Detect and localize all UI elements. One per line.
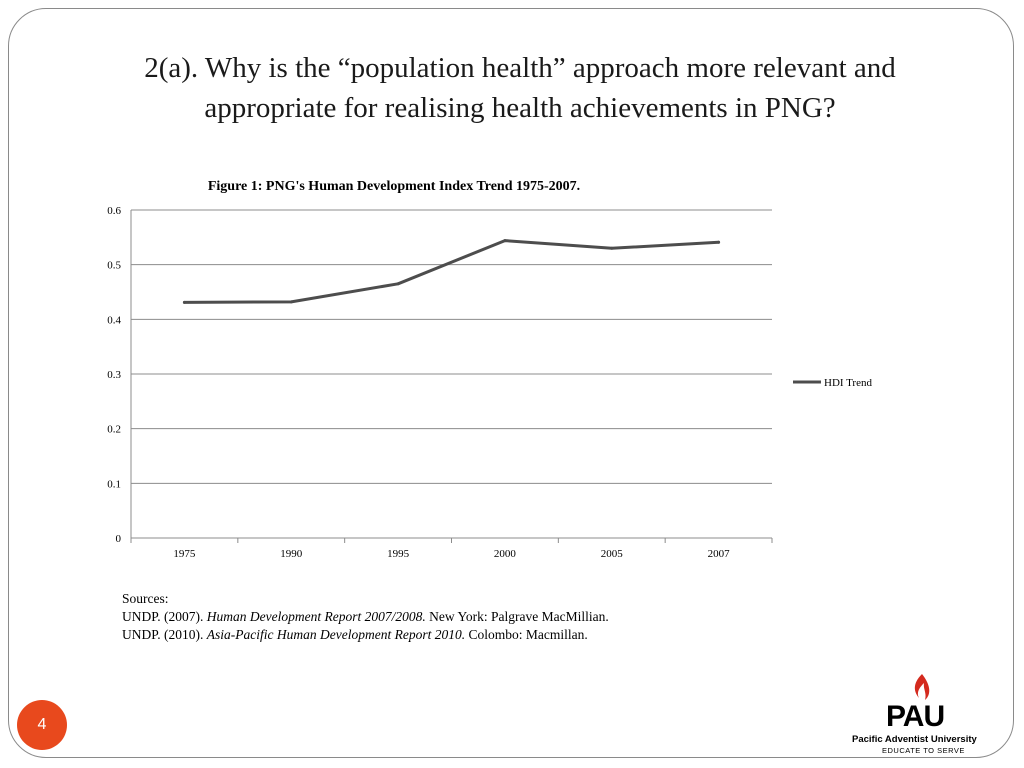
data-point: [182, 300, 186, 304]
sources-heading: Sources:: [122, 591, 169, 606]
source-title: Asia-Pacific Human Development Report 20…: [206, 627, 466, 642]
x-tick-label: 1990: [280, 548, 303, 560]
y-tick-label: 0.4: [107, 314, 121, 326]
x-tick-label: 1995: [387, 548, 410, 560]
chart-title: Figure 1: PNG's Human Development Index …: [208, 179, 580, 194]
source-author: UNDP. (2007).: [122, 609, 207, 624]
x-tick-label: 2000: [494, 548, 517, 560]
page-number: 4: [37, 716, 47, 733]
x-tick-label: 1975: [173, 548, 196, 560]
source-publisher: New York: Palgrave MacMillian.: [425, 609, 609, 624]
university-logo: PAU Pacific Adventist University EDUCATE…: [846, 672, 1006, 756]
data-point: [396, 282, 400, 286]
source-publisher: Colombo: Macmillan.: [465, 627, 588, 642]
data-point: [610, 246, 614, 250]
y-tick-label: 0.5: [107, 260, 121, 272]
source-item: UNDP. (2010). Asia-Pacific Human Develop…: [122, 626, 609, 644]
slide-frame: [8, 8, 1014, 758]
y-tick-label: 0.6: [107, 205, 121, 217]
slide-title: 2(a). Why is the “population health” app…: [144, 52, 896, 124]
data-point: [503, 239, 507, 243]
flame-icon: [914, 674, 930, 700]
y-tick-label: 0: [116, 533, 122, 545]
page-number-badge: 4: [17, 700, 67, 750]
x-tick-label: 2007: [708, 548, 731, 560]
source-item: UNDP. (2007). Human Development Report 2…: [122, 608, 609, 626]
x-tick-label: 2005: [601, 548, 624, 560]
data-point: [717, 240, 721, 244]
y-tick-label: 0.3: [107, 369, 121, 381]
series-line-hdi-trend: [182, 239, 721, 304]
logo-name: Pacific Adventist University: [852, 734, 977, 745]
source-author: UNDP. (2010).: [122, 627, 207, 642]
source-title: Human Development Report 2007/2008.: [206, 609, 426, 624]
logo-letters: PAU: [886, 700, 945, 733]
legend-label: HDI Trend: [824, 377, 872, 389]
data-point: [289, 300, 293, 304]
logo-tagline: EDUCATE TO SERVE: [882, 746, 965, 755]
y-tick-label: 0.2: [107, 424, 121, 436]
sources-block: Sources: UNDP. (2007). Human Development…: [122, 590, 609, 644]
y-tick-label: 0.1: [107, 478, 121, 490]
